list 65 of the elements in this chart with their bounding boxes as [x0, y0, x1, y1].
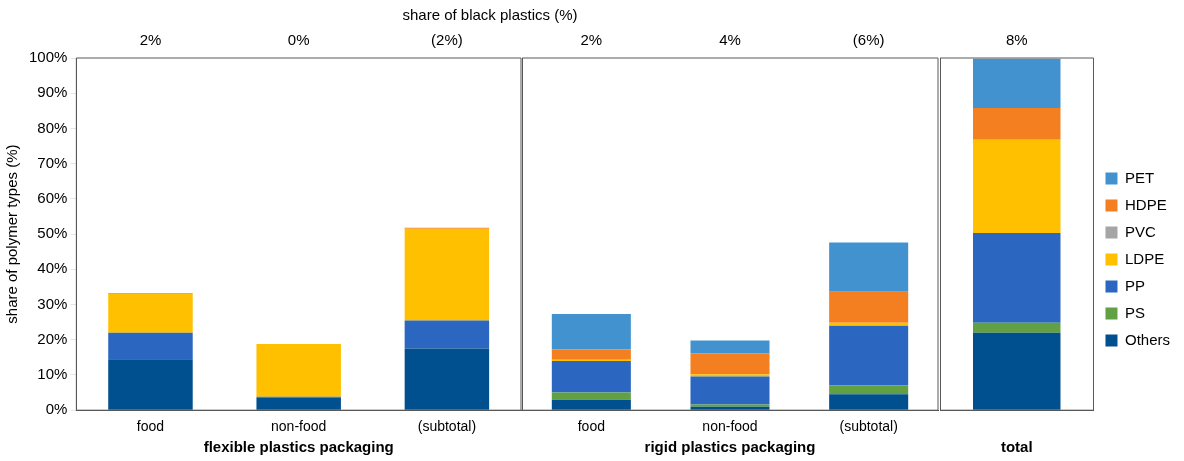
chart-title: share of black plastics (%)	[401, 6, 579, 23]
text: 2%	[139, 30, 162, 48]
bar	[829, 385, 909, 395]
bar	[404, 320, 490, 349]
x-axis-title: rigid plastics packaging	[644, 438, 816, 456]
y-tick-label: 30%	[37, 294, 68, 312]
x-axis-title: total	[1000, 438, 1033, 456]
bar	[551, 349, 631, 360]
bar	[829, 325, 909, 386]
y-tick-label: 90%	[37, 83, 68, 101]
legend-label: PVC	[1124, 222, 1156, 240]
y-tick-label: 0%	[45, 400, 68, 418]
x-tick-label: (subtotal)	[839, 418, 898, 435]
legend-label: PS	[1124, 303, 1145, 321]
legend-label: PP	[1124, 276, 1145, 294]
y-tick-label: 50%	[37, 224, 68, 242]
bar	[256, 397, 341, 410]
text: 2%	[580, 30, 603, 48]
bar	[551, 314, 631, 350]
y-axis-title: share of polymer types (%)	[3, 144, 21, 324]
bar	[973, 58, 1061, 109]
legend-label: LDPE	[1124, 249, 1165, 267]
y-tick-label: 10%	[37, 365, 68, 383]
bar	[551, 392, 631, 400]
bar	[690, 353, 770, 375]
y-tick-label: 70%	[37, 153, 68, 171]
text: 8%	[1005, 30, 1028, 48]
x-tick-label: food	[136, 418, 165, 435]
legend-label: PET	[1124, 168, 1155, 186]
y-tick-label: 80%	[37, 118, 68, 136]
bar	[404, 228, 490, 321]
bar	[973, 233, 1061, 323]
bar	[973, 322, 1061, 333]
x-tick-label: non-food	[702, 418, 758, 435]
bar	[108, 359, 193, 410]
legend-label: Others	[1124, 330, 1170, 348]
bar	[690, 376, 770, 405]
x-tick-label: (subtotal)	[417, 418, 477, 435]
x-tick-label: food	[577, 418, 605, 435]
legend-label: HDPE	[1124, 195, 1167, 213]
x-axis-title: flexible plastics packaging	[203, 438, 394, 456]
bar	[829, 394, 909, 410]
bar	[690, 340, 770, 354]
text: (2%)	[431, 30, 463, 48]
text: 0%	[287, 30, 310, 48]
bar	[404, 348, 490, 410]
y-tick-label: 100%	[28, 48, 68, 66]
text: 4%	[719, 30, 741, 48]
bar	[973, 139, 1061, 234]
bar	[256, 343, 341, 397]
bar	[829, 242, 909, 292]
bar	[973, 332, 1061, 410]
bar	[829, 322, 909, 326]
text: (6%)	[852, 30, 885, 48]
bar	[829, 291, 909, 323]
y-tick-label: 40%	[37, 259, 68, 277]
x-tick-label: non-food	[271, 418, 327, 435]
bar	[551, 360, 631, 393]
bar	[108, 332, 193, 360]
bar	[551, 399, 631, 410]
y-tick-label: 20%	[37, 329, 68, 347]
bar	[973, 108, 1061, 140]
y-tick-label: 60%	[37, 189, 68, 207]
bar	[690, 374, 770, 377]
bar	[108, 293, 193, 333]
